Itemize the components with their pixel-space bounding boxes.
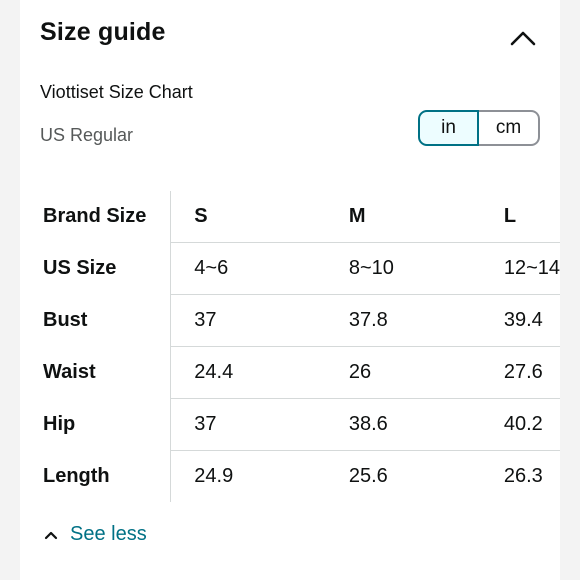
chevron-up-icon [510,31,536,45]
unit-in-button[interactable]: in [418,110,479,146]
table-row: Bust 37 37.8 39.4 [20,294,560,347]
table-cell: 26.3 [503,465,543,487]
table-cell: 27.6 [480,346,560,399]
table-cell: 37.8 [325,294,481,347]
table-cell: 26 [325,346,481,399]
unit-cm-button[interactable]: cm [479,110,540,146]
table-cell: 39.4 [480,294,560,347]
table-row: Brand Size S M L [20,191,560,243]
size-guide-panel: Size guide Viottiset Size Chart US Regul… [20,0,560,580]
table-cell: 24.9 [194,465,234,487]
size-guide-header: Size guide [40,14,540,54]
size-chart-name: Viottiset Size Chart [40,82,193,102]
table-cell: L [480,191,560,243]
page-title: Size guide [40,18,166,46]
table-cell: 37 [170,398,326,451]
collapse-button[interactable] [506,24,540,54]
row-label: Bust [20,294,172,347]
see-less-label: See less [70,523,147,545]
table-cell: 12~14 [480,242,560,295]
table-row: Waist 24.4 26 27.6 [20,346,560,399]
table-cell: 8~10 [325,242,481,295]
table-cell: 38.6 [325,398,481,451]
size-region: US Regular [40,125,134,145]
table-cell: 4~6 [170,242,326,295]
table-row: US Size 4~6 8~10 12~14 [20,242,560,295]
table-row: Length 24.9 25.6 26.3 [20,450,560,502]
table-cell: 40.2 [480,398,560,451]
table-cell: 25.6 [348,465,388,487]
table-cell: M [325,191,481,243]
size-table: Brand Size S M L US Size 4~6 8~10 12~14 … [20,191,560,502]
row-label: Brand Size [20,191,172,243]
see-less-link[interactable]: See less [44,523,147,546]
row-label: US Size [20,242,172,295]
table-cell: 37 [170,294,326,347]
table-row: Hip 37 38.6 40.2 [20,398,560,451]
unit-toggle: in cm [418,110,540,146]
row-label: Hip [20,398,172,451]
row-label: Waist [20,346,172,399]
table-cell: S [170,191,326,243]
chevron-up-icon [44,531,58,539]
row-label: Length [20,450,172,502]
table-cell: 24.4 [170,346,326,399]
